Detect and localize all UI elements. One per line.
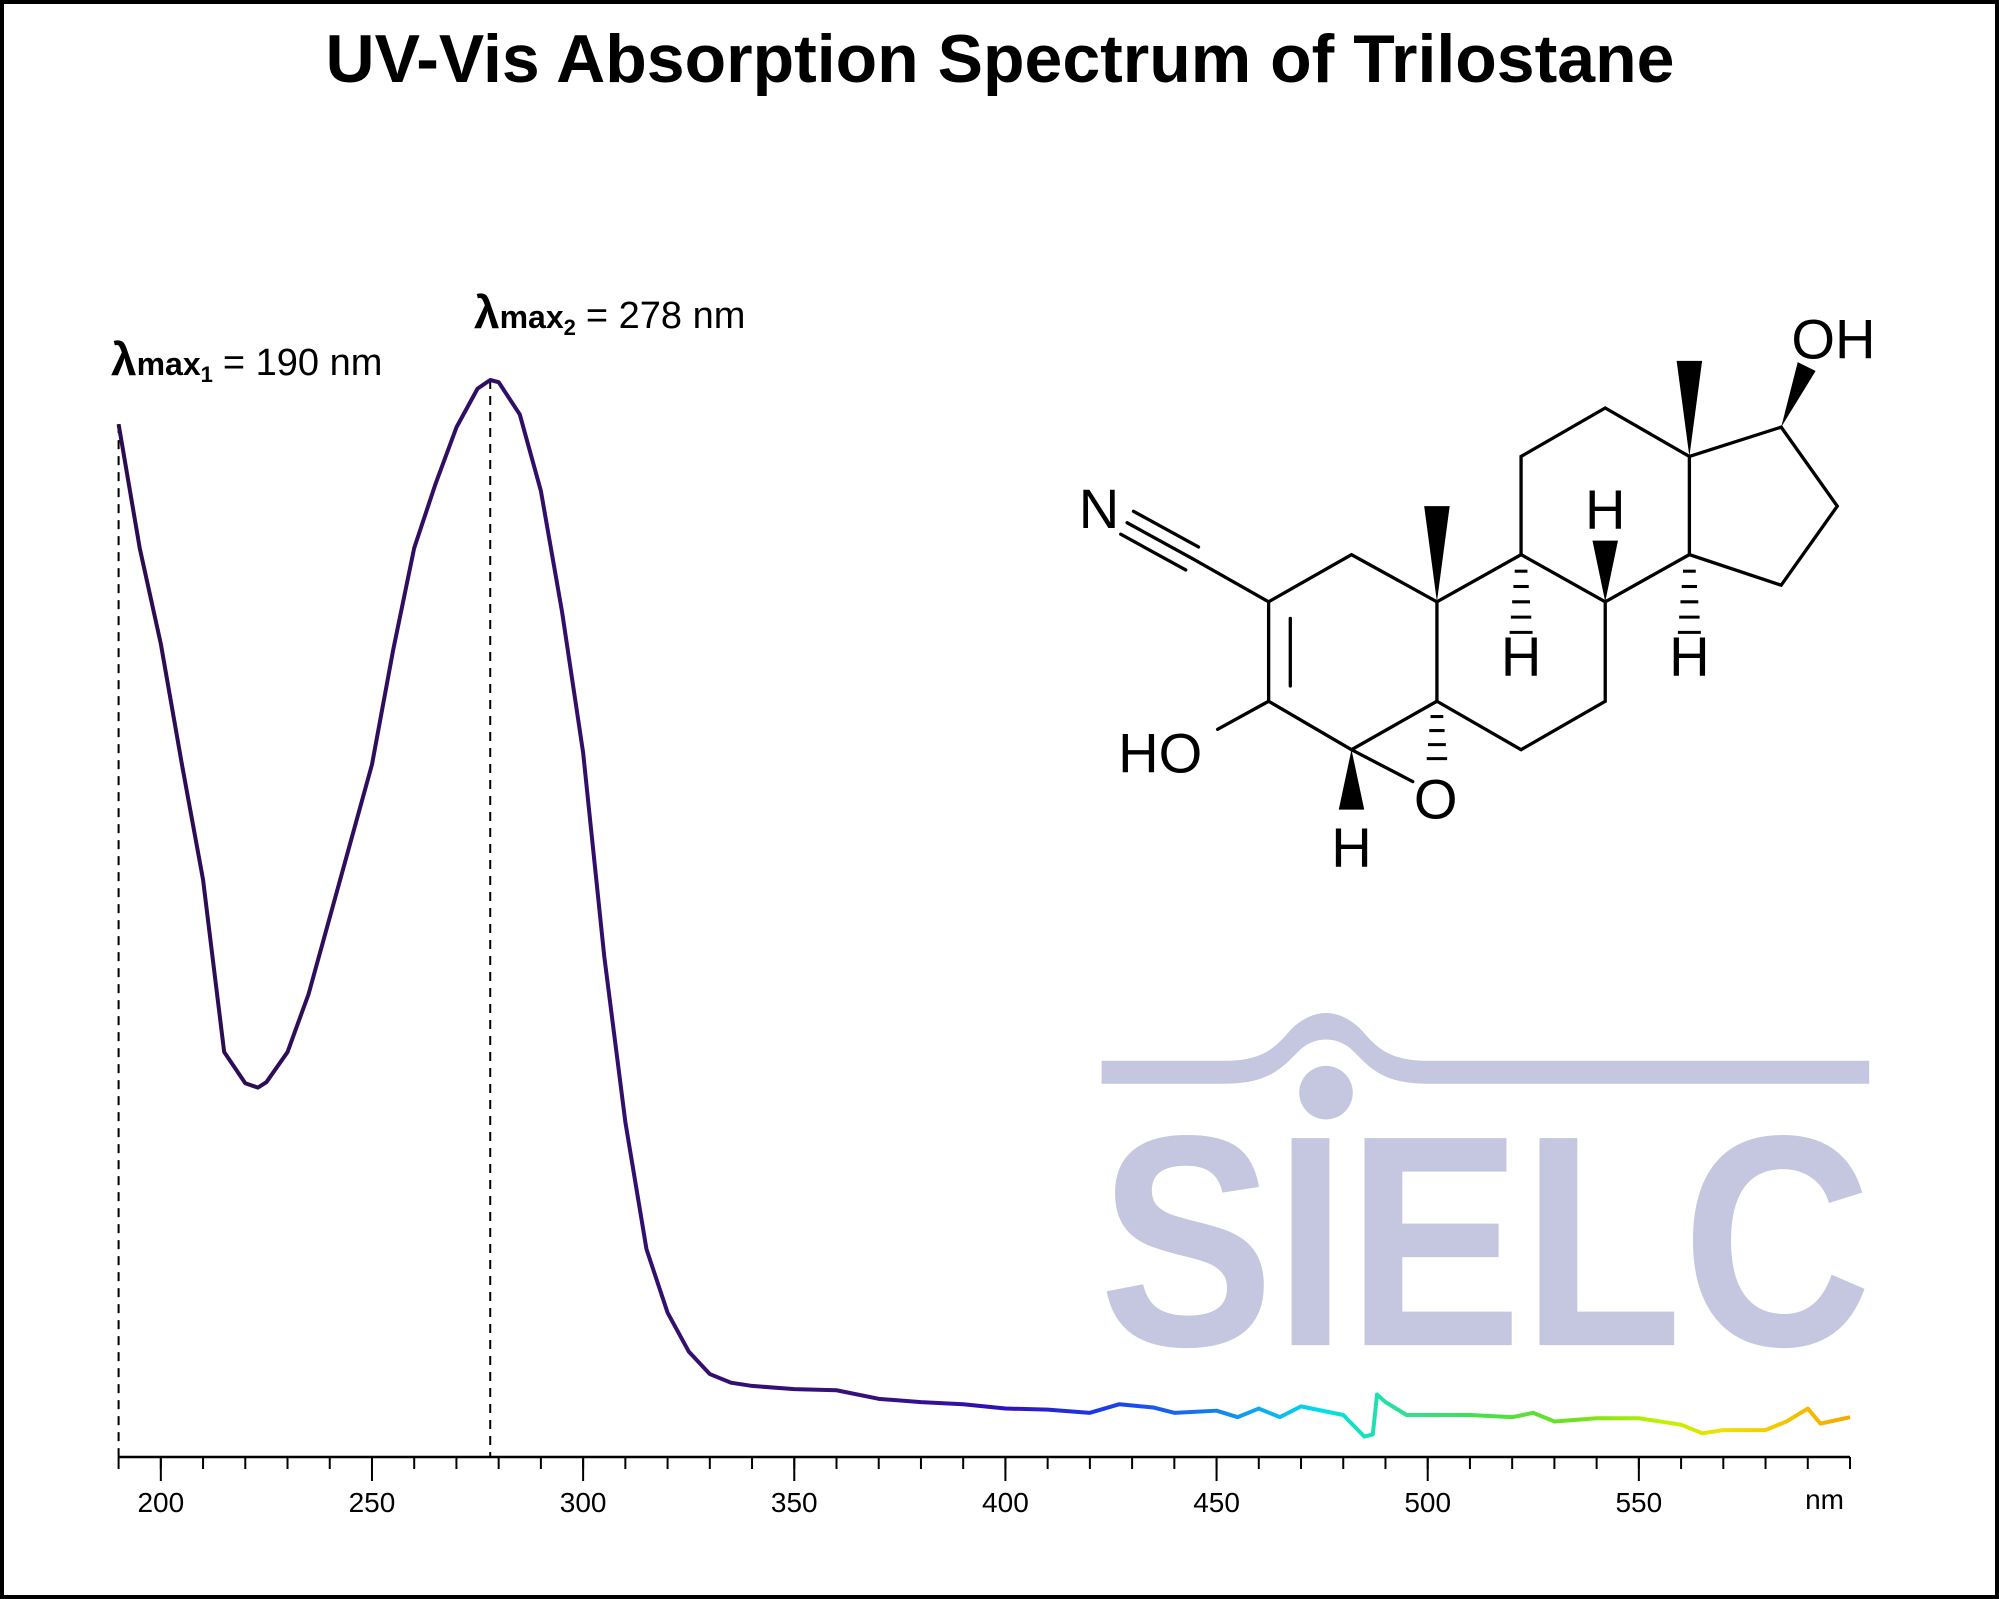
annotation-part: λ (111, 333, 137, 385)
annotation: λmax1 = 190 nm (111, 333, 382, 387)
atom-label: H (1331, 816, 1372, 879)
structure: N HO O H H H H OH (1079, 307, 1876, 879)
x-tick-label: 500 (1404, 1487, 1451, 1518)
annotation-part: 2 (564, 315, 576, 340)
spectrum-line (116, 378, 1851, 1439)
logo-arc (1101, 1012, 1870, 1084)
logo: SIELC (1099, 1012, 1872, 1409)
atom-label: H (1501, 625, 1542, 688)
atom-label: OH (1791, 307, 1875, 370)
logo-text: SIELC (1099, 1073, 1872, 1409)
x-tick-label: 550 (1615, 1487, 1662, 1518)
x-tick-label: 200 (137, 1487, 184, 1518)
annotation: λmax2 = 278 nm (474, 286, 745, 340)
annotation-part: max (137, 346, 201, 382)
x-tick-label: 450 (1193, 1487, 1240, 1518)
atom-label: H (1585, 478, 1626, 541)
atom-label: O (1414, 768, 1458, 831)
x-tick-label: 250 (349, 1487, 396, 1518)
x-tick-label: 300 (560, 1487, 607, 1518)
annotation-part: = 190 nm (223, 342, 383, 384)
annotation-part: max (500, 299, 564, 335)
x-tick-label: 350 (771, 1487, 818, 1518)
atom-label: H (1669, 625, 1710, 688)
wedges (1338, 360, 1816, 810)
atom-label: N (1079, 477, 1120, 540)
atom-label: HO (1118, 722, 1202, 785)
logo-dot (1299, 1065, 1353, 1120)
x-tick-label: 400 (982, 1487, 1029, 1518)
x-unit-label: nm (1805, 1484, 1844, 1515)
hashes (1426, 569, 1701, 761)
annotation-part: 1 (201, 362, 213, 387)
bonds (1119, 406, 1840, 784)
annotation-part: = 278 nm (586, 295, 746, 337)
annotation-part: λ (474, 286, 500, 338)
chart-title: UV-Vis Absorption Spectrum of Trilostane (326, 21, 1675, 97)
